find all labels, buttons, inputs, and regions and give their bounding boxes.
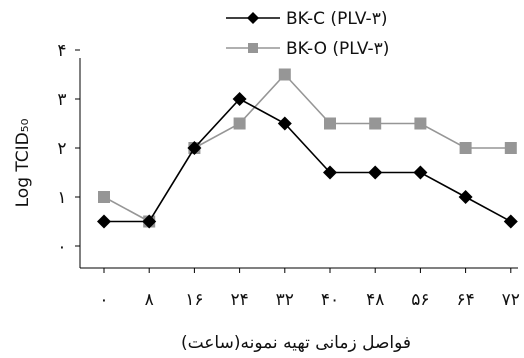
data-point-bk-o (278, 68, 291, 81)
data-point-bk-o (233, 117, 246, 130)
data-point-bk-c (97, 214, 111, 229)
data-point-bk-c (277, 116, 292, 131)
data-point-bk-c (368, 165, 383, 180)
data-point-bk-c (323, 165, 337, 180)
series-bk-c (97, 92, 518, 229)
y-tick-label: ۲ (57, 139, 66, 159)
legend-label-bk-c: BK-C (PLV-۳) (286, 9, 387, 29)
data-point-bk-o (324, 117, 336, 130)
data-point-bk-c (503, 214, 518, 229)
y-ticks: ۰ ۱ ۲ ۳ ۴ (57, 41, 80, 257)
y-tick-label: ۰ (57, 237, 66, 257)
data-point-bk-o (369, 117, 382, 130)
x-tick-label: ۲۴ (230, 290, 248, 310)
x-tick-label: ۴۰ (321, 290, 339, 310)
y-tick-label: ۳ (57, 90, 66, 110)
x-ticks: ۰ ۸ ۱۶ ۲۴ ۳۲ ۴۰ ۴۸ ۵۶ ۶۴ ۷۲ (99, 268, 520, 310)
x-tick-label: ۳۲ (276, 290, 294, 310)
data-point-bk-o (98, 191, 110, 203)
x-tick-label: ۰ (99, 290, 108, 310)
data-point-bk-c (142, 214, 157, 229)
y-axis-label: Log TCID₅₀ (13, 118, 33, 207)
legend: BK-C (PLV-۳) BK-O (PLV-۳) (226, 9, 389, 59)
legend-marker-bk-c (247, 12, 259, 24)
data-point-bk-c (232, 92, 247, 106)
data-point-bk-o (504, 142, 517, 154)
x-tick-label: ۵۶ (411, 290, 429, 310)
x-tick-label: ۴۸ (366, 290, 384, 310)
data-point-bk-c (187, 141, 202, 155)
legend-marker-bk-o (248, 43, 258, 53)
series-line-bk-c (104, 98, 512, 223)
data-point-bk-c (413, 165, 428, 180)
data-point-bk-o (414, 117, 427, 130)
x-tick-label: ۱۶ (185, 290, 203, 310)
x-axis-label: فواصل زمانی تهیه نمونه(ساعت) (181, 333, 411, 353)
y-tick-label: ۱ (57, 188, 66, 208)
data-point-bk-c (458, 190, 473, 204)
x-tick-label: ۶۴ (456, 290, 474, 310)
series-layer (97, 68, 518, 229)
legend-label-bk-o: BK-O (PLV-۳) (286, 39, 389, 59)
y-tick-label: ۴ (57, 41, 66, 61)
x-tick-label: ۷۲ (502, 290, 520, 310)
data-point-bk-o (459, 142, 472, 154)
x-tick-label: ۸ (145, 290, 154, 310)
